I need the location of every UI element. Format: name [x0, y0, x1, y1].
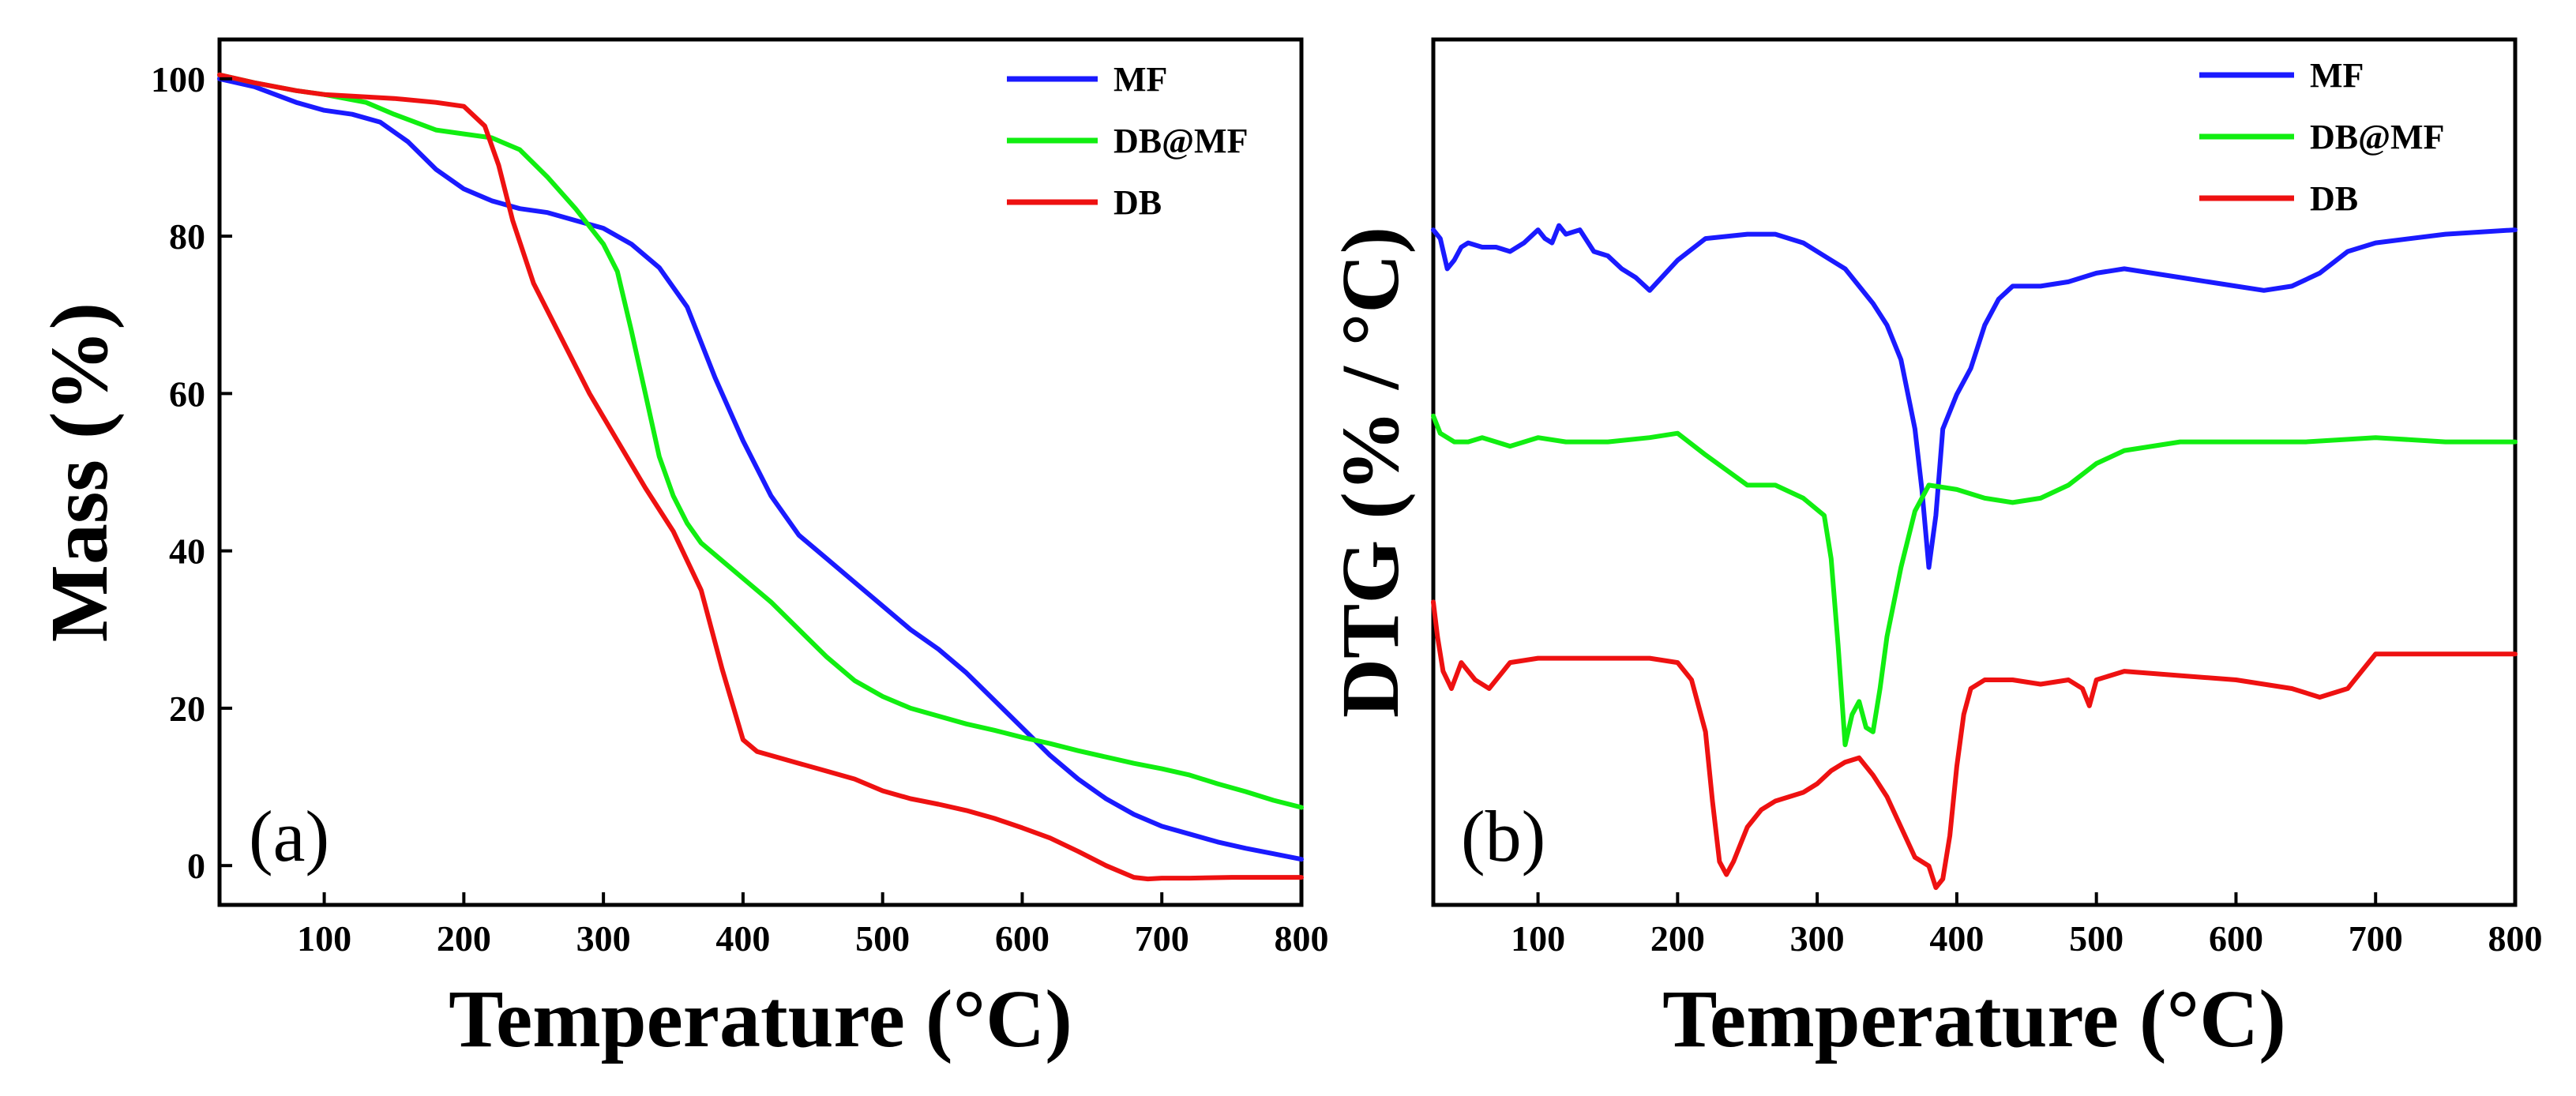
panel-a-y-tick-label: 100 [151, 59, 205, 99]
panel-b-legend-label: MF [2310, 56, 2364, 95]
panel-a-y-tick-label: 20 [169, 689, 205, 729]
panel-a-y-tick-label: 80 [169, 216, 205, 257]
panel-a-series-group [217, 72, 1304, 882]
panel-a-plot-frame [217, 37, 1304, 907]
panel-b-ticks: 100 200 300 400 500 600 700 800 [1511, 892, 2543, 959]
panel-b-y-axis-title: DTG (% / °C) [1325, 227, 1416, 718]
panel-b-series-mf [1431, 223, 2518, 570]
panel-a-legend-label: DB [1113, 183, 1162, 222]
panel-a-legend-label: DB@MF [1113, 122, 1248, 160]
panel-b-series-group [1431, 223, 2518, 891]
panel-b-legend-label: DB@MF [2310, 118, 2444, 156]
panel-a-y-tick-label: 40 [169, 531, 205, 572]
panel-a-series-db [217, 72, 1304, 882]
panel-a-x-axis-title: Temperature (°C) [449, 974, 1072, 1064]
panel-a-x-tick-label: 600 [995, 918, 1050, 959]
panel-a-ticks: 100 200 300 400 500 600 700 800 0 20 40 60 80 100 [151, 59, 1329, 959]
panel-a-x-tick-label: 400 [715, 918, 770, 959]
panel-a-label: (a) [249, 796, 329, 876]
panel-a-x-tick-label: 700 [1135, 918, 1189, 959]
panel-b-x-tick-label: 300 [1790, 918, 1845, 959]
panel-b-x-tick-label: 700 [2349, 918, 2403, 959]
panel-a-legend: MF DB@MF DB [1007, 60, 1248, 222]
panel-b-series-db [1431, 599, 2518, 891]
panel-a-x-tick-label: 800 [1275, 918, 1329, 959]
panel-a-tga-chart: 100 200 300 400 500 600 700 800 0 20 40 60 80 100 MF D… [34, 37, 1329, 1064]
panel-a-y-axis-title: Mass (%) [34, 302, 125, 642]
panel-b-x-tick-label: 400 [1929, 918, 1984, 959]
panel-a-x-tick-label: 500 [855, 918, 910, 959]
panel-a-y-tick-label: 60 [169, 373, 205, 414]
panel-b-x-tick-label: 100 [1511, 918, 1565, 959]
panel-b-series-db-at-mf [1431, 413, 2518, 748]
panel-a-legend-label: MF [1113, 60, 1167, 99]
panel-a-y-tick-label: 0 [187, 846, 205, 886]
panel-a-x-tick-label: 200 [437, 918, 491, 959]
panel-b-x-tick-label: 800 [2488, 918, 2543, 959]
panel-b-legend-label: DB [2310, 179, 2358, 218]
panel-b-dtg-chart: 100 200 300 400 500 600 700 800 MF DB@MF DB (b) T… [1325, 37, 2543, 1064]
panel-b-label: (b) [1461, 796, 1545, 876]
panel-b-legend: MF DB@MF DB [2199, 56, 2444, 218]
panel-a-series-db-at-mf [217, 72, 1304, 810]
panel-b-x-tick-label: 500 [2069, 918, 2124, 959]
panel-a-x-tick-label: 100 [297, 918, 351, 959]
panel-b-x-tick-label: 200 [1650, 918, 1705, 959]
panel-a-series-mf [217, 76, 1304, 862]
panel-b-plot-frame [1431, 37, 2518, 907]
panel-a-x-tick-label: 300 [576, 918, 631, 959]
panel-b-x-axis-title: Temperature (°C) [1662, 974, 2286, 1064]
panel-b-x-tick-label: 600 [2209, 918, 2263, 959]
